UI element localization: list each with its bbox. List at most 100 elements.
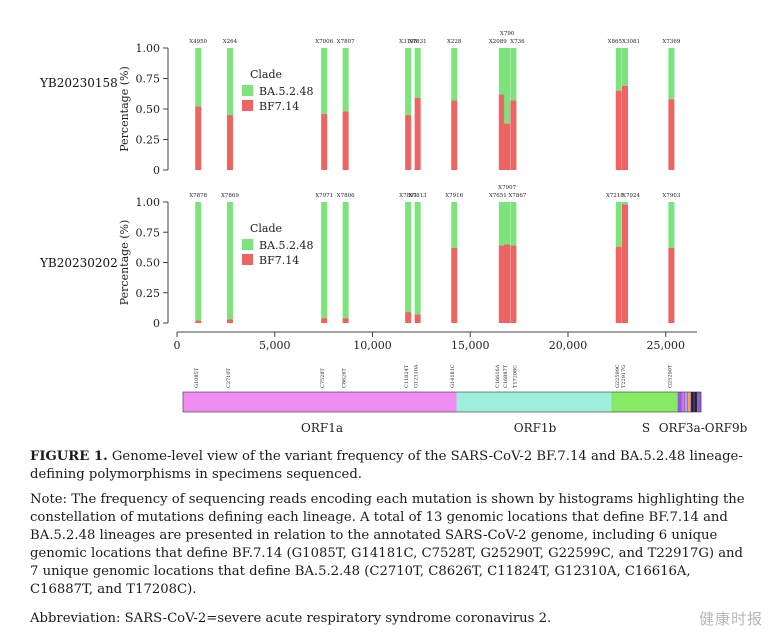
mutation-label: G14181C — [450, 364, 456, 388]
bar-bf714 — [622, 204, 629, 323]
bar-label: X7369 — [662, 39, 680, 45]
legend-label: BA.5.2.48 — [259, 239, 314, 252]
genome-region-label: S — [642, 421, 650, 435]
bar-label: X7806 — [337, 193, 355, 199]
mutation-label: T17208C — [512, 365, 518, 388]
bar-ba5248 — [622, 202, 629, 205]
genome-outline — [182, 391, 702, 413]
genome-accessory-segment — [691, 392, 694, 412]
genome-accessory-segment — [694, 392, 697, 412]
legend-label: BF7.14 — [259, 254, 299, 267]
y-axis-label: Percentage (%) — [118, 66, 131, 152]
y-tick-label: 0 — [153, 164, 160, 177]
figure-label: FIGURE 1. — [30, 449, 108, 464]
bar-bf714 — [615, 90, 622, 170]
bar-label: X7903 — [662, 193, 680, 199]
bar-label: X7971 — [315, 193, 333, 199]
y-tick-label: 1.00 — [136, 42, 161, 55]
genome-region — [456, 392, 612, 412]
x-tick-label: 25,000 — [646, 339, 685, 352]
bar-ba5248 — [498, 202, 505, 246]
figure-note: Note: The frequency of sequencing reads … — [30, 492, 745, 597]
bar-label: X7813 — [409, 193, 427, 199]
y-tick-label: 1.00 — [136, 196, 161, 209]
figure-chart: YB20230158 0 0.25 0.50 0.75 1.00 Percentage (%… — [39, 31, 748, 435]
bar-bf714 — [342, 318, 349, 323]
mutation-label: C2710T — [226, 367, 232, 388]
bar-label: X7869 — [221, 193, 239, 199]
bar-bf714 — [226, 115, 233, 170]
y-tick-label: 0.25 — [136, 287, 161, 300]
genome-accessory-segment — [681, 392, 685, 412]
bar-ba5248 — [504, 48, 511, 124]
bar-ba5248 — [226, 48, 233, 116]
mutation-label: G1085T — [194, 367, 200, 388]
bar-label: X228 — [447, 39, 462, 45]
bar-bf714 — [405, 312, 412, 323]
mutation-label: G22599C — [615, 364, 621, 388]
bar-label: X7907 — [498, 185, 516, 191]
specimen-label: YB20230158 — [39, 76, 118, 90]
y-tick-label: 0 — [153, 317, 160, 330]
bar-label: X7651 — [489, 193, 507, 199]
bar-bf714 — [195, 320, 202, 323]
bar-ba5248 — [668, 202, 675, 248]
legend-swatch-ba5248 — [242, 85, 253, 96]
bar-ba5248 — [622, 48, 629, 86]
bar-ba5248 — [510, 48, 517, 101]
bar-label: X4950 — [189, 39, 207, 45]
y-tick-label: 0.50 — [136, 257, 161, 270]
legend-label: BF7.14 — [259, 100, 299, 113]
x-tick-label: 20,000 — [549, 339, 588, 352]
bar-bf714 — [321, 113, 328, 170]
bar-bf714 — [498, 245, 505, 323]
bar-ba5248 — [615, 202, 622, 247]
mutation-label: G25290T — [667, 364, 673, 388]
bar-ba5248 — [615, 48, 622, 91]
bar-ba5248 — [668, 48, 675, 100]
bar-bf714 — [622, 85, 629, 170]
bar-bf714 — [451, 100, 458, 170]
bar-bf714 — [510, 100, 517, 170]
legend-swatch-bf714 — [242, 100, 253, 111]
bar-bf714 — [414, 98, 421, 170]
bar-ba5248 — [405, 202, 412, 313]
mutation-label: C7528T — [320, 367, 326, 388]
bar-label: X7218 — [606, 193, 624, 199]
bar-ba5248 — [405, 48, 412, 116]
bar-ba5248 — [195, 202, 202, 321]
bar-label: X7831 — [409, 39, 427, 45]
bar-ba5248 — [321, 48, 328, 114]
figure-title: Genome-level view of the variant frequen… — [30, 449, 743, 482]
mutation-label: C11824T — [404, 364, 410, 388]
bar-ba5248 — [414, 202, 421, 315]
bar-label: X7916 — [445, 193, 463, 199]
y-axis-label: Percentage (%) — [118, 220, 131, 306]
specimen-label: YB20230202 — [39, 256, 118, 270]
bar-label: X736 — [510, 39, 525, 45]
legend-label: BA.5.2.48 — [259, 85, 314, 98]
bar-ba5248 — [342, 202, 349, 319]
mutation-label: C8626T — [342, 367, 348, 388]
bar-label: X2089 — [489, 39, 507, 45]
genome-accessory-segment — [684, 392, 688, 412]
bar-label: X3081 — [622, 39, 640, 45]
bar-bf714 — [451, 247, 458, 323]
x-tick-label: 10,000 — [353, 339, 392, 352]
bar-label: X7891 — [399, 193, 417, 199]
bar-ba5248 — [498, 48, 505, 95]
bar-ba5248 — [504, 202, 511, 245]
bar-bf714 — [615, 246, 622, 323]
bar-label: X790 — [500, 31, 515, 37]
y-tick-label: 0.25 — [136, 134, 161, 147]
bar-label: X7878 — [189, 193, 207, 199]
mutation-label: T22917G — [621, 365, 627, 388]
watermark: 健康时报 — [698, 610, 763, 628]
mutation-label: G12310A — [414, 364, 420, 388]
bar-label: X7867 — [508, 193, 526, 199]
bar-ba5248 — [195, 48, 202, 107]
bar-ba5248 — [451, 202, 458, 248]
y-tick-label: 0.50 — [136, 103, 161, 116]
bar-bf714 — [668, 247, 675, 323]
bar-label: X865 — [608, 39, 623, 45]
